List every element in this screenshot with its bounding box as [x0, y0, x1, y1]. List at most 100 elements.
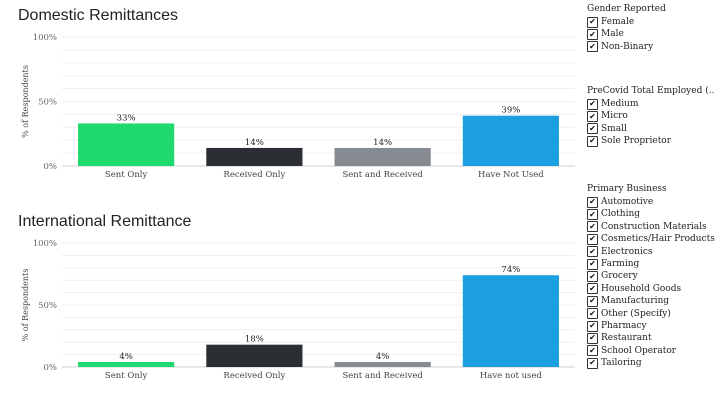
checkbox-checked-icon[interactable]: ✔ [587, 29, 598, 41]
filter-item[interactable]: ✔ Female [587, 16, 666, 28]
filter-item-label: Grocery [601, 271, 638, 282]
bar-value-label: 18% [245, 335, 264, 345]
x-category-label: Sent and Received [342, 371, 423, 381]
filter-item-label: Other (Specify) [601, 308, 671, 319]
bar-value-label: 14% [245, 138, 264, 148]
checkbox-checked-icon[interactable]: ✔ [587, 41, 598, 53]
filter-item[interactable]: ✔ Clothing [587, 208, 715, 221]
checkbox-checked-icon[interactable]: ✔ [587, 295, 598, 307]
filter-item-label: Small [601, 123, 627, 134]
y-axis-label: % of Respondents [21, 65, 30, 138]
filter-item-label: Male [601, 29, 624, 40]
bar-value-label: 4% [376, 352, 390, 362]
filter-item[interactable]: ✔ School Operator [587, 345, 715, 357]
y-tick-label: 0% [44, 162, 58, 172]
filter-item[interactable]: ✔ Non-Binary [587, 41, 666, 53]
checkbox-checked-icon[interactable]: ✔ [587, 283, 598, 295]
bar[interactable] [206, 344, 303, 367]
filter-item-label: Manufacturing [601, 296, 670, 307]
checkbox-checked-icon[interactable]: ✔ [587, 246, 598, 258]
x-category-label: Sent Only [105, 170, 148, 180]
bar-value-label: 14% [373, 138, 392, 148]
filter-item-label: Construction Materials [601, 221, 707, 232]
y-tick-label: 50% [38, 98, 57, 108]
checkbox-checked-icon[interactable]: ✔ [587, 123, 598, 135]
checkbox-checked-icon[interactable]: ✔ [587, 357, 598, 369]
bar[interactable] [462, 275, 559, 367]
bar-value-label: 39% [501, 106, 520, 116]
filter-item-label: Clothing [601, 209, 641, 220]
checkbox-checked-icon[interactable]: ✔ [587, 308, 598, 320]
filter-item-label: Electronics [601, 246, 653, 257]
filter-item[interactable]: ✔ Manufacturing [587, 295, 715, 307]
bar[interactable] [462, 115, 559, 166]
filter-title: PreCovid Total Employed (.. [587, 86, 715, 96]
checkbox-checked-icon[interactable]: ✔ [587, 258, 598, 270]
filter-item[interactable]: ✔ Other (Specify) [587, 308, 715, 320]
checkbox-checked-icon[interactable]: ✔ [587, 111, 598, 123]
bar[interactable] [206, 147, 303, 166]
filter-item-label: Household Goods [601, 283, 682, 294]
filter-item[interactable]: ✔ Electronics [587, 246, 715, 258]
domestic-chart-title: Domestic Remittances [18, 7, 179, 24]
y-tick-label: 0% [44, 363, 58, 373]
checkbox-checked-icon[interactable]: ✔ [587, 135, 598, 147]
filter-item-label: Sole Proprietor [601, 136, 672, 147]
filter-item[interactable]: ✔ Sole Proprietor [587, 135, 714, 147]
filter-item-label: Restaurant [601, 333, 652, 344]
filter-item-label: Tailoring [601, 358, 642, 369]
x-category-label: Sent and Received [342, 170, 423, 180]
international-chart-title: International Remittance [18, 213, 192, 230]
filter-item-label: Farming [601, 258, 640, 269]
filter-item[interactable]: ✔ Farming [587, 258, 715, 270]
checkbox-checked-icon[interactable]: ✔ [587, 16, 598, 28]
checkbox-checked-icon[interactable]: ✔ [587, 345, 598, 357]
filter-title: Primary Business [587, 184, 667, 194]
bar-value-label: 33% [117, 113, 136, 123]
filter-item[interactable]: ✔ Male [587, 28, 666, 41]
x-category-label: Have Not Used [478, 170, 544, 180]
filter-item-label: Micro [601, 111, 628, 122]
international-remittance-chart: 0% 50% 100% % of Respondents 4% Sent Only 18% R… [21, 239, 575, 381]
bar[interactable] [334, 362, 431, 367]
y-axis-label: % of Respondents [21, 269, 30, 342]
y-tick-label: 50% [38, 301, 57, 311]
filter-item[interactable]: ✔ Small [587, 123, 714, 135]
filter-item-label: Medium [601, 99, 639, 109]
x-category-label: Have not used [480, 371, 543, 381]
bar[interactable] [78, 123, 175, 166]
filter-item[interactable]: ✔ Household Goods [587, 283, 715, 295]
checkbox-checked-icon[interactable]: ✔ [587, 233, 598, 245]
x-category-label: Received Only [223, 170, 285, 180]
filter-item[interactable]: ✔ Pharmacy [587, 320, 715, 332]
checkbox-checked-icon[interactable]: ✔ [587, 196, 598, 208]
x-category-label: Sent Only [105, 371, 148, 381]
filter-item[interactable]: ✔ Medium [587, 98, 714, 110]
y-tick-label: 100% [33, 239, 57, 249]
precovid-total-employed-filter: PreCovid Total Employed (.. ✔ Medium ✔ Micro… [587, 85, 714, 148]
filter-item[interactable]: ✔ Tailoring [587, 357, 715, 369]
filter-item[interactable]: ✔ Cosmetics/Hair Products [587, 233, 715, 245]
bar-value-label: 4% [119, 352, 133, 362]
domestic-remittances-chart: 0% 50% 100% % of Respondents 33% Sent Only 14%… [21, 33, 575, 180]
filter-item[interactable]: ✔ Construction Materials [587, 221, 715, 233]
filter-item-label: School Operator [601, 345, 677, 356]
x-category-label: Received Only [223, 371, 285, 381]
bar[interactable] [78, 362, 175, 367]
filter-item[interactable]: ✔ Automotive [587, 196, 715, 208]
filter-item-label: Non-Binary [601, 41, 654, 52]
bar-value-label: 74% [501, 265, 520, 275]
checkbox-checked-icon[interactable]: ✔ [587, 332, 598, 344]
filter-item[interactable]: ✔ Grocery [587, 270, 715, 283]
filter-title: Gender Reported [587, 4, 666, 14]
checkbox-checked-icon[interactable]: ✔ [587, 98, 598, 110]
y-tick-label: 100% [33, 33, 57, 43]
bar[interactable] [334, 147, 431, 166]
filter-item[interactable]: ✔ Micro [587, 110, 714, 123]
filter-item[interactable]: ✔ Restaurant [587, 332, 715, 344]
filter-item-label: Female [601, 17, 635, 27]
checkbox-checked-icon[interactable]: ✔ [587, 209, 598, 221]
checkbox-checked-icon[interactable]: ✔ [587, 271, 598, 283]
checkbox-checked-icon[interactable]: ✔ [587, 221, 598, 233]
checkbox-checked-icon[interactable]: ✔ [587, 320, 598, 332]
